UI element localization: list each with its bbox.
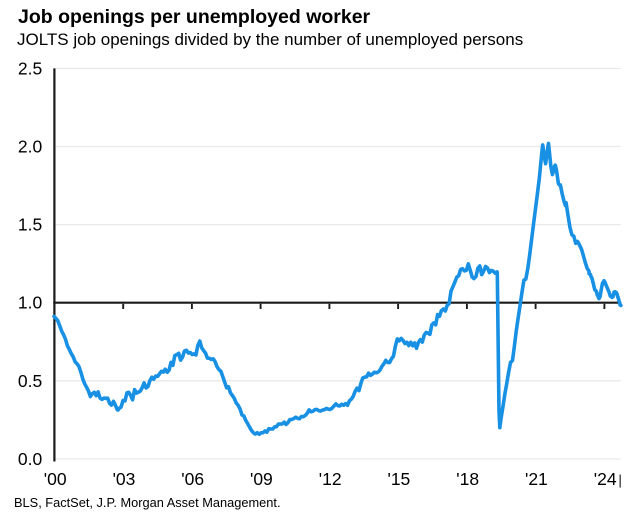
- svg-text:0.0: 0.0: [18, 449, 43, 469]
- svg-text:'09: '09: [250, 469, 273, 489]
- svg-text:2.0: 2.0: [18, 137, 43, 157]
- svg-text:'18: '18: [456, 469, 479, 489]
- svg-text:'03: '03: [113, 469, 136, 489]
- svg-text:'24: '24: [594, 469, 617, 489]
- svg-text:2.5: 2.5: [18, 58, 42, 78]
- svg-text:'12: '12: [319, 469, 342, 489]
- svg-text:'15: '15: [387, 469, 410, 489]
- svg-text:'21: '21: [525, 469, 548, 489]
- svg-text:1.5: 1.5: [18, 215, 42, 235]
- svg-text:'06: '06: [181, 469, 204, 489]
- svg-text:1.0: 1.0: [18, 293, 43, 313]
- svg-text:0.5: 0.5: [18, 371, 42, 391]
- svg-text:'00: '00: [44, 469, 67, 489]
